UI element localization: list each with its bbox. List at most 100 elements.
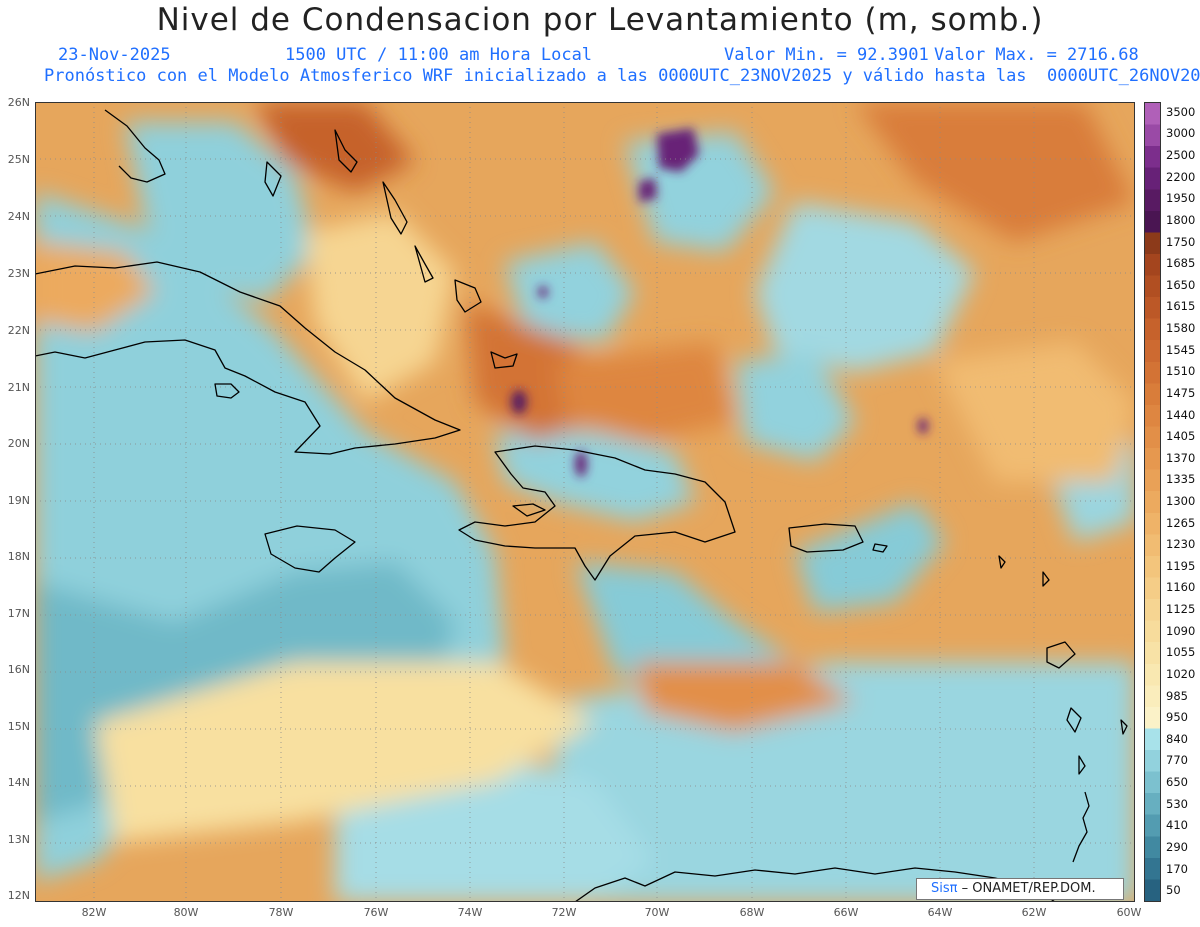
colorbar-tick-label: 985 — [1166, 688, 1188, 703]
colorbar — [1144, 102, 1161, 902]
field-teal-hispaniola — [495, 432, 695, 522]
credit-text: – ONAMET/REP.DOM. — [961, 881, 1096, 896]
lat-label: 21N — [7, 381, 30, 394]
field-orange-north — [255, 102, 415, 192]
lat-label: 15N — [7, 720, 30, 733]
field-orange-bahamas-south — [555, 342, 735, 442]
colorbar-tick-label: 1300 — [1166, 494, 1196, 508]
lcl-map — [35, 102, 1135, 902]
field-teal-east2 — [735, 352, 855, 462]
colorbar-tick-label: 1615 — [1166, 299, 1196, 314]
coast-bahamas-3 — [382, 181, 408, 235]
lat-label: 14N — [7, 776, 30, 789]
credit-box: Sisπ – ONAMET/REP.DOM. — [916, 878, 1124, 900]
lat-label: 12N — [7, 889, 30, 902]
coast-bahamas-1 — [264, 161, 282, 197]
lon-label: 76W — [363, 906, 389, 919]
colorbar-tick-label: 1265 — [1166, 515, 1196, 530]
field-orange-ne — [855, 102, 1135, 242]
coast-virgin-islands — [872, 543, 888, 553]
valid-time: 1500 UTC / 11:00 am Hora Local — [285, 45, 593, 65]
lon-label: 82W — [81, 906, 107, 919]
valid-date: 23-Nov-2025 — [58, 45, 171, 65]
colorbar-tick-label: 1475 — [1166, 385, 1196, 400]
colorbar-tick-label: 1195 — [1166, 558, 1196, 573]
colorbar-tick-label: 1090 — [1166, 623, 1196, 638]
map-title: Nivel de Condensacion por Levantamiento … — [156, 2, 1044, 38]
lat-label: 22N — [7, 324, 30, 337]
colorbar-tick-label: 1370 — [1166, 450, 1196, 465]
lat-label: 17N — [7, 607, 30, 620]
lat-label: 20N — [7, 437, 30, 450]
lon-label: 80W — [173, 906, 199, 919]
colorbar-tick-label: 170 — [1166, 861, 1188, 876]
high-lcl-spot-2 — [639, 178, 657, 202]
lat-label: 18N — [7, 550, 30, 563]
lon-label: 74W — [457, 906, 483, 919]
lon-label: 70W — [644, 906, 670, 919]
coast-barbados — [1120, 719, 1128, 735]
lon-label: 78W — [268, 906, 294, 919]
field-teal-pr — [795, 502, 945, 612]
colorbar-tick-label: 1545 — [1166, 342, 1196, 357]
coast-gonave — [512, 503, 546, 517]
lon-label: 60W — [1116, 906, 1142, 919]
coast-jamaica — [264, 525, 356, 573]
lon-label: 68W — [739, 906, 765, 919]
colorbar-tick-label: 1510 — [1166, 364, 1196, 379]
colorbar-tick-label: 950 — [1166, 710, 1188, 725]
colorbar-tick-label: 2200 — [1166, 169, 1196, 184]
field-teal-bahamas — [125, 122, 315, 302]
model-info: Pronóstico con el Modelo Atmosferico WRF… — [44, 66, 1200, 86]
coast-hispaniola — [458, 445, 736, 581]
sispi-logo: Sisπ — [931, 881, 958, 896]
coast-guadeloupe — [1046, 641, 1076, 669]
field-teal-central — [505, 242, 635, 342]
lon-label: 62W — [1021, 906, 1047, 919]
colorbar-tick-label: 840 — [1166, 731, 1188, 746]
colorbar-tick-label: 3500 — [1166, 104, 1196, 119]
colorbar-tick-label: 1055 — [1166, 645, 1196, 660]
coast-venezuela — [574, 867, 1056, 902]
lon-label: 66W — [833, 906, 859, 919]
coast-bahamas-6 — [490, 351, 518, 369]
colorbar-tick-label: 530 — [1166, 796, 1188, 811]
coast-martinique — [1066, 707, 1082, 733]
field-light-band-northwest — [35, 242, 155, 332]
high-lcl-spot-5 — [538, 286, 548, 298]
colorbar-tick-label: 290 — [1166, 839, 1188, 854]
colorbar-tick-label: 1405 — [1166, 429, 1196, 444]
coast-cuba — [35, 261, 461, 455]
colorbar-tick-label: 1685 — [1166, 256, 1196, 271]
coast-lesser-antilles-2 — [1042, 571, 1050, 587]
high-lcl-spot-4 — [575, 451, 587, 477]
colorbar-tick-label: 1650 — [1166, 277, 1196, 292]
colorbar-tick-label: 1440 — [1166, 407, 1196, 422]
graticule — [35, 102, 1135, 902]
lat-label: 23N — [7, 267, 30, 280]
colorbar-tick-label: 650 — [1166, 775, 1188, 790]
lat-label: 13N — [7, 833, 30, 846]
field-orange-south-central — [635, 662, 855, 732]
lat-label: 26N — [7, 96, 30, 109]
map-frame — [35, 102, 1135, 902]
coast-puerto-rico — [788, 523, 864, 553]
coast-bahamas-4 — [414, 245, 434, 283]
field-light-band-central — [305, 212, 455, 402]
colorbar-tick-label: 1125 — [1166, 602, 1196, 617]
colorbar-tick-label: 410 — [1166, 818, 1188, 833]
lon-label: 72W — [551, 906, 577, 919]
min-value: Valor Min. = 92.3901 — [724, 45, 929, 65]
colorbar-tick-label: 1230 — [1166, 537, 1196, 552]
colorbar-tick-label: 50 — [1166, 883, 1181, 898]
lat-label: 16N — [7, 663, 30, 676]
coast-isla-juventud — [214, 383, 240, 399]
coast-lesser-antilles-1 — [998, 555, 1006, 569]
colorbar-tick-label: 1800 — [1166, 212, 1196, 227]
lat-label: 19N — [7, 494, 30, 507]
high-lcl-spot-1 — [657, 128, 699, 172]
coast-bahamas-5 — [454, 279, 482, 313]
coastlines — [35, 109, 1128, 902]
coast-florida — [104, 109, 166, 183]
high-lcl-spot-3 — [511, 390, 527, 414]
